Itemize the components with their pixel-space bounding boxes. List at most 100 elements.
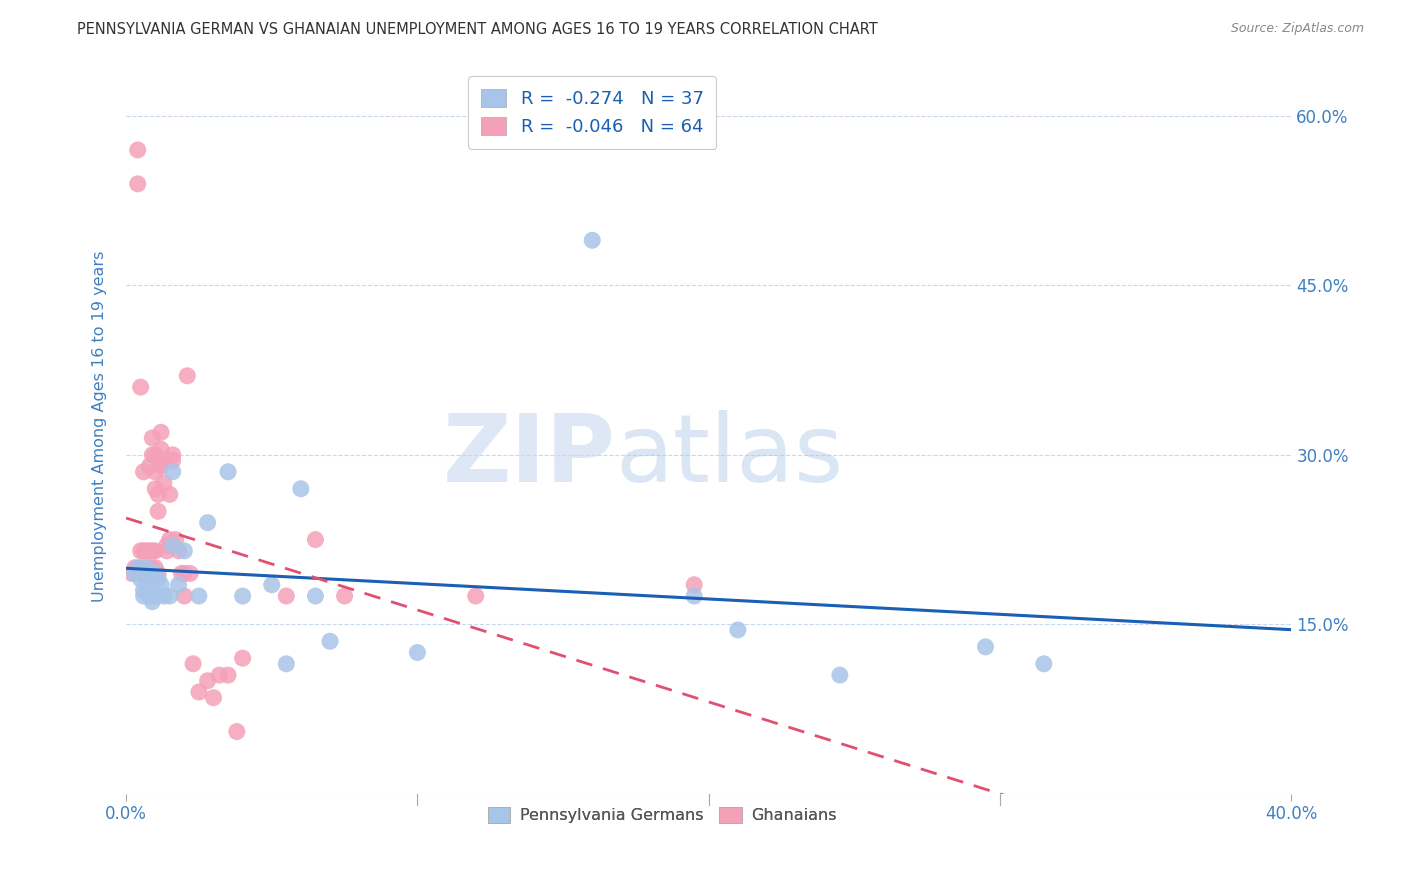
Point xyxy=(135,561,157,575)
Point xyxy=(197,516,219,530)
Point xyxy=(225,724,247,739)
Point xyxy=(173,589,195,603)
Point xyxy=(135,561,157,575)
Point xyxy=(179,566,201,581)
Point xyxy=(187,685,209,699)
Point xyxy=(138,566,160,581)
Y-axis label: Unemployment Among Ages 16 to 19 years: Unemployment Among Ages 16 to 19 years xyxy=(93,251,107,602)
Point xyxy=(143,482,166,496)
Point xyxy=(132,465,155,479)
Point xyxy=(141,595,163,609)
Point xyxy=(170,566,193,581)
Point xyxy=(727,623,749,637)
Point xyxy=(143,448,166,462)
Point xyxy=(135,544,157,558)
Point xyxy=(138,544,160,558)
Point xyxy=(129,561,152,575)
Point xyxy=(141,566,163,581)
Point xyxy=(333,589,356,603)
Point xyxy=(276,589,298,603)
Point xyxy=(156,544,179,558)
Point xyxy=(162,453,184,467)
Point xyxy=(129,544,152,558)
Point xyxy=(150,578,173,592)
Point xyxy=(162,465,184,479)
Point xyxy=(127,143,149,157)
Point xyxy=(159,589,181,603)
Point xyxy=(304,589,326,603)
Point xyxy=(127,561,149,575)
Point xyxy=(132,583,155,598)
Point xyxy=(828,668,851,682)
Point xyxy=(132,589,155,603)
Point xyxy=(464,589,486,603)
Point xyxy=(124,561,146,575)
Point xyxy=(319,634,342,648)
Point xyxy=(173,566,195,581)
Point xyxy=(143,544,166,558)
Point xyxy=(143,566,166,581)
Point xyxy=(153,476,176,491)
Point xyxy=(143,589,166,603)
Point xyxy=(150,425,173,440)
Point xyxy=(135,566,157,581)
Point xyxy=(153,589,176,603)
Point xyxy=(129,566,152,581)
Point xyxy=(232,589,254,603)
Point xyxy=(159,487,181,501)
Point xyxy=(581,233,603,247)
Point xyxy=(132,544,155,558)
Point xyxy=(141,561,163,575)
Point xyxy=(304,533,326,547)
Point xyxy=(187,589,209,603)
Point xyxy=(127,177,149,191)
Point xyxy=(276,657,298,671)
Text: PENNSYLVANIA GERMAN VS GHANAIAN UNEMPLOYMENT AMONG AGES 16 TO 19 YEARS CORRELATI: PENNSYLVANIA GERMAN VS GHANAIAN UNEMPLOY… xyxy=(77,22,879,37)
Point xyxy=(124,566,146,581)
Point xyxy=(683,589,706,603)
Point xyxy=(217,668,239,682)
Point xyxy=(150,459,173,474)
Point xyxy=(143,465,166,479)
Point xyxy=(217,465,239,479)
Point xyxy=(153,453,176,467)
Point xyxy=(173,544,195,558)
Text: atlas: atlas xyxy=(616,410,844,502)
Point xyxy=(176,368,198,383)
Point xyxy=(141,448,163,462)
Text: ZIP: ZIP xyxy=(443,410,616,502)
Point xyxy=(129,572,152,586)
Point xyxy=(132,561,155,575)
Point xyxy=(683,578,706,592)
Point xyxy=(143,566,166,581)
Point xyxy=(167,544,190,558)
Point xyxy=(974,640,997,654)
Point xyxy=(138,561,160,575)
Point xyxy=(260,578,283,592)
Point xyxy=(159,533,181,547)
Point xyxy=(146,566,169,581)
Point xyxy=(156,538,179,552)
Point xyxy=(165,533,187,547)
Point xyxy=(146,504,169,518)
Point xyxy=(232,651,254,665)
Point xyxy=(162,448,184,462)
Point xyxy=(138,566,160,581)
Point xyxy=(167,578,190,592)
Point xyxy=(143,561,166,575)
Point xyxy=(132,566,155,581)
Point xyxy=(135,578,157,592)
Point xyxy=(141,578,163,592)
Point xyxy=(197,673,219,688)
Point xyxy=(162,538,184,552)
Point xyxy=(406,646,429,660)
Legend: Pennsylvania Germans, Ghanaians: Pennsylvania Germans, Ghanaians xyxy=(481,800,844,830)
Point xyxy=(146,487,169,501)
Point xyxy=(1032,657,1054,671)
Point xyxy=(202,690,225,705)
Point xyxy=(138,589,160,603)
Text: Source: ZipAtlas.com: Source: ZipAtlas.com xyxy=(1230,22,1364,36)
Point xyxy=(150,442,173,457)
Point xyxy=(141,544,163,558)
Point xyxy=(290,482,312,496)
